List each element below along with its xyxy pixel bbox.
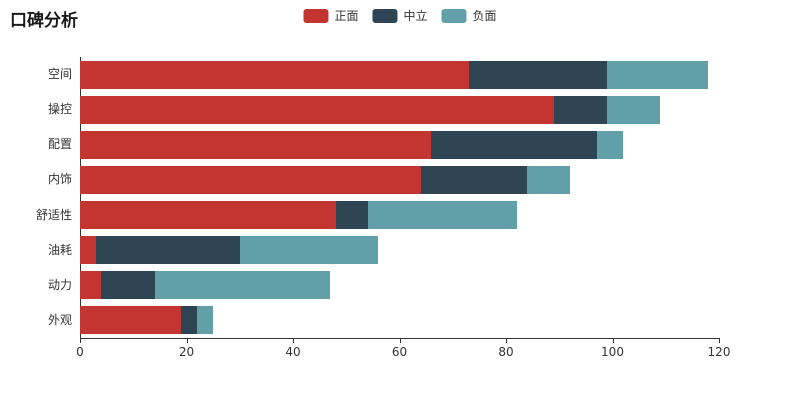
bar-segment-空间-正面[interactable] <box>80 60 469 89</box>
bar-segment-舒适性-中立[interactable] <box>335 201 368 230</box>
x-axis-tick-label: 0 <box>76 345 84 359</box>
legend-label: 正面 <box>334 9 359 23</box>
y-axis-label-空间: 空间 <box>47 67 72 81</box>
legend: 正面 中立 负面 <box>303 7 497 24</box>
bar-segment-舒适性-正面[interactable] <box>80 201 336 230</box>
x-axis-tick-label: 40 <box>285 345 301 359</box>
y-axis-label-配置: 配置 <box>47 137 72 152</box>
x-axis-tick <box>186 338 188 343</box>
legend-item-正面[interactable]: 正面 <box>303 7 358 24</box>
chart-title: 口碑分析 <box>10 11 78 31</box>
bar-segment-空间-负面[interactable] <box>607 60 709 89</box>
legend-item-负面[interactable]: 负面 <box>441 7 497 24</box>
bar-segment-舒适性-负面[interactable] <box>367 201 517 230</box>
legend-item-中立[interactable]: 中立 <box>372 7 428 24</box>
y-axis-label-动力: 动力 <box>47 277 72 292</box>
legend-swatch-中立 <box>372 8 398 23</box>
legend-swatch-负面 <box>441 8 467 23</box>
x-axis-tick <box>293 338 294 343</box>
bar-segment-配置-正面[interactable] <box>80 130 432 159</box>
bar-segment-外观-负面[interactable] <box>197 306 214 335</box>
x-axis-tick <box>719 338 720 343</box>
bar-segment-配置-中立[interactable] <box>431 130 597 159</box>
y-axis-label-油耗: 油耗 <box>47 242 72 257</box>
x-axis-tick-label: 60 <box>391 345 408 359</box>
x-axis-tick-label: 20 <box>178 345 195 359</box>
x-axis-tick-label: 80 <box>498 345 514 359</box>
bar-segment-内饰-负面[interactable] <box>527 165 570 194</box>
y-axis-label-外观: 外观 <box>47 312 72 327</box>
bar-segment-外观-中立[interactable] <box>181 306 198 335</box>
x-axis-tick <box>506 338 507 343</box>
bar-segment-空间-中立[interactable] <box>468 60 608 89</box>
x-axis-tick <box>612 338 614 343</box>
legend-label: 中立 <box>403 9 428 23</box>
legend-label: 负面 <box>472 9 497 23</box>
bar-segment-油耗-负面[interactable] <box>239 236 379 265</box>
legend-swatch-正面 <box>303 8 329 23</box>
bar-segment-油耗-正面[interactable] <box>80 236 96 265</box>
bar-segment-外观-正面[interactable] <box>80 306 182 335</box>
bar-segment-动力-正面[interactable] <box>80 271 102 300</box>
bar-segment-油耗-中立[interactable] <box>95 236 240 265</box>
bar-segment-操控-中立[interactable] <box>553 95 608 124</box>
bar-segment-动力-中立[interactable] <box>101 271 155 300</box>
x-axis-tick <box>399 338 401 343</box>
bar-segment-内饰-正面[interactable] <box>80 165 421 194</box>
y-axis-line <box>80 57 81 338</box>
y-axis-label-舒适性: 舒适性 <box>35 207 72 222</box>
bar-segment-内饰-中立[interactable] <box>420 165 528 194</box>
bar-segment-配置-负面[interactable] <box>596 130 624 159</box>
x-axis-tick <box>80 338 81 343</box>
bar-segment-动力-负面[interactable] <box>154 271 331 300</box>
y-axis-label-内饰: 内饰 <box>47 172 72 187</box>
bar-segment-操控-负面[interactable] <box>607 95 661 124</box>
y-axis-label-操控: 操控 <box>47 102 72 117</box>
x-axis-tick-label: 100 <box>601 345 624 359</box>
x-axis-tick-label: 120 <box>707 345 731 359</box>
bar-segment-操控-正面[interactable] <box>80 95 554 124</box>
